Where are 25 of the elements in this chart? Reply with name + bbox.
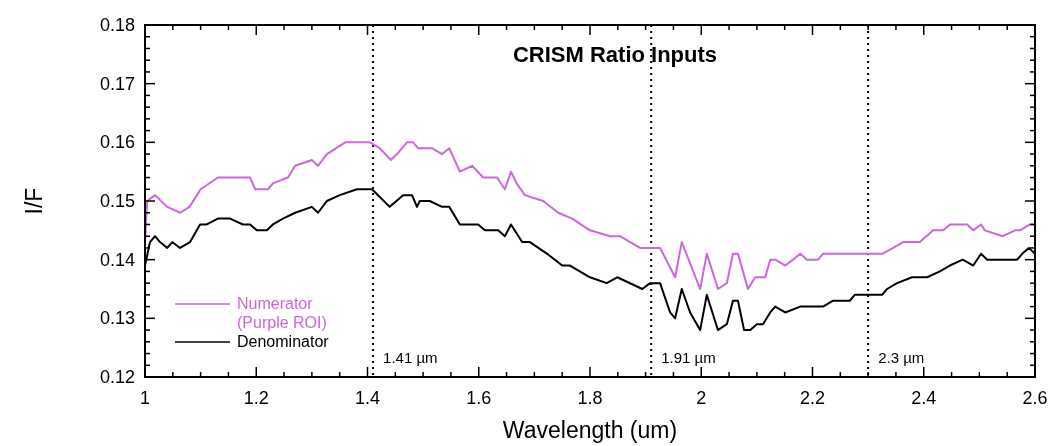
x-tick-label: 1 bbox=[139, 388, 151, 408]
line-series bbox=[144, 141, 1036, 290]
y-tick-label: 0.14 bbox=[99, 249, 135, 270]
y-tick-label: 0.18 bbox=[99, 15, 135, 35]
ref-line-label: 1.41 µm bbox=[383, 349, 438, 366]
text: CRISM Ratio Inputs bbox=[512, 42, 718, 67]
x-tick-label: 1.6 bbox=[466, 388, 492, 408]
x-tick-label: 2 bbox=[696, 388, 707, 408]
y-tick-label: 0.13 bbox=[99, 308, 135, 329]
x-axis-title: Wavelength (um) bbox=[502, 417, 678, 443]
y-tick-label: 0.15 bbox=[99, 191, 135, 211]
legend-label: Numerator (Purple ROI) bbox=[237, 295, 327, 331]
ref-line-label: 2.3 µm bbox=[878, 349, 925, 366]
y-tick-label: 0.17 bbox=[99, 73, 135, 94]
x-tick-label: 2.2 bbox=[799, 388, 826, 408]
x-tick-label: 2.6 bbox=[1022, 388, 1048, 408]
y-tick-label: 0.12 bbox=[99, 367, 135, 387]
x-tick-label: 1.4 bbox=[354, 388, 381, 408]
y-axis-title: I/F bbox=[21, 187, 47, 215]
legend-label: Denominator bbox=[237, 333, 330, 350]
x-tick-label: 1.2 bbox=[243, 388, 269, 408]
x-tick-label: 2.4 bbox=[911, 388, 937, 408]
y-tick-label: 0.16 bbox=[99, 132, 135, 153]
ref-line-label: 1.91 µm bbox=[661, 349, 716, 366]
x-tick-label: 1.8 bbox=[577, 388, 603, 408]
